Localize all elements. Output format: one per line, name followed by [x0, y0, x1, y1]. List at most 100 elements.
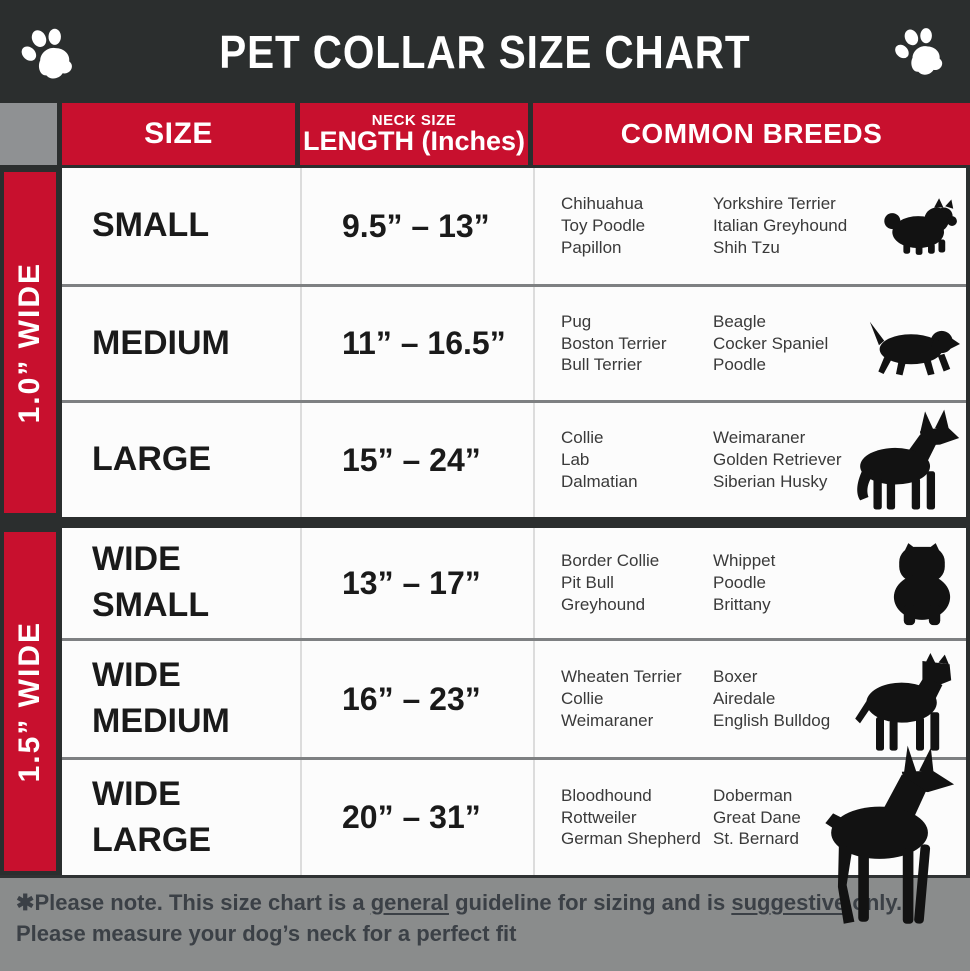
breeds-cell: Collie Lab Dalmatian Weimaraner Golden R… [533, 403, 966, 517]
width-group-rail: 1.5” WIDE [0, 528, 62, 875]
table-row-wide-medium: WIDE MEDIUM 16” – 23” Wheaten Terrier Co… [62, 638, 966, 757]
footer-line-2: Please measure your dog’s neck for a per… [16, 921, 517, 947]
beagle-dog-icon [862, 311, 960, 377]
width-group-1-5-inch: 1.5” WIDE WIDE SMALL 13” – 17” Border Co… [0, 528, 970, 924]
breed-name: Weimaraner [713, 428, 806, 448]
size-label: LARGE [92, 820, 211, 859]
column-header-size: SIZE [62, 103, 295, 165]
neck-length-value: 20” – 31” [342, 799, 481, 835]
pit-bull-dog-icon [852, 643, 960, 763]
neck-length-value: 15” – 24” [342, 441, 481, 478]
neck-length-cell: 9.5” – 13” [300, 168, 533, 284]
breed-name: German Shepherd [561, 829, 701, 849]
breed-name: Dalmatian [561, 471, 638, 491]
neck-length-cell: 13” – 17” [300, 528, 533, 638]
neck-length-value: 16” – 23” [342, 680, 481, 717]
size-label: WIDE [92, 540, 181, 579]
corner-stub [0, 103, 57, 165]
paw-print-icon [14, 17, 76, 85]
breed-list: Boxer Airedale English Bulldog [713, 666, 830, 731]
breed-name: Bloodhound [561, 785, 652, 805]
neck-length-cell: 11” – 16.5” [300, 287, 533, 400]
paw-print-icon [888, 17, 946, 81]
breed-name: Pug [561, 311, 592, 331]
bulldog-dog-icon [884, 536, 960, 630]
breed-name: Boxer [713, 667, 758, 687]
size-cell: WIDE SMALL [62, 528, 300, 638]
breed-name: Whippet [713, 551, 776, 571]
breed-name: Golden Retriever [713, 450, 842, 470]
size-label: LARGE [92, 440, 211, 479]
table-row-small: SMALL 9.5” – 13” Chihuahua Toy Poodle Pa… [62, 168, 966, 284]
title-bar: PET COLLAR SIZE CHART [0, 0, 970, 103]
width-group-bar: 1.5” WIDE [4, 532, 56, 871]
breed-list: Whippet Poodle Brittany [713, 550, 775, 615]
width-group-1-inch: 1.0” WIDE SMALL 9.5” – 13” Chihuahua Toy… [0, 168, 970, 517]
breed-name: Cocker Spaniel [713, 333, 829, 353]
table-row-wide-small: WIDE SMALL 13” – 17” Border Collie Pit B… [62, 528, 966, 638]
neck-length-value: 11” – 16.5” [342, 325, 506, 361]
breed-name: Airedale [713, 689, 776, 709]
breed-name: Siberian Husky [713, 471, 828, 491]
size-label: MEDIUM [92, 702, 230, 740]
breed-list: Yorkshire Terrier Italian Greyhound Shih… [713, 193, 847, 258]
breeds-cell: Bloodhound Rottweiler German Shepherd Do… [533, 745, 966, 924]
breed-name: Boston Terrier [561, 333, 667, 353]
size-cell: WIDE MEDIUM [62, 641, 300, 757]
width-group-bar: 1.0” WIDE [4, 172, 56, 513]
breeds-cell: Pug Boston Terrier Bull Terrier Beagle C… [533, 287, 966, 400]
breed-name: Wheaten Terrier [561, 667, 682, 687]
group-divider [0, 517, 970, 528]
width-group-label: 1.5” WIDE [13, 620, 46, 783]
size-label: SMALL [92, 586, 210, 624]
breed-name: St. Bernard [713, 829, 799, 849]
neck-size-label: NECK SIZE [371, 111, 457, 129]
breed-name: Papillon [561, 237, 622, 257]
breed-list: Bloodhound Rottweiler German Shepherd [561, 785, 713, 850]
small-fluffy-dog-icon [880, 194, 960, 258]
breed-name: Brittany [713, 594, 771, 614]
table-row-wide-large: WIDE LARGE 20” – 31” Bloodhound Rottweil… [62, 745, 966, 924]
size-label: SMALL [92, 206, 210, 245]
footer-text: guideline for sizing and is [448, 890, 732, 915]
table-row-medium: MEDIUM 11” – 16.5” Pug Boston Terrier Bu… [62, 284, 966, 400]
breed-name: Border Collie [561, 551, 660, 571]
breed-name: Poodle [713, 355, 766, 375]
size-cell: SMALL [62, 168, 300, 284]
page-title: PET COLLAR SIZE CHART [219, 25, 751, 78]
breed-name: Chihuahua [561, 194, 644, 214]
breed-name: Collie [561, 689, 604, 709]
breed-name: Pit Bull [561, 573, 614, 593]
breed-list: Beagle Cocker Spaniel Poodle [713, 311, 828, 376]
breeds-cell: Border Collie Pit Bull Greyhound Whippet… [533, 528, 966, 638]
breeds-cell: Wheaten Terrier Collie Weimaraner Boxer … [533, 641, 966, 757]
breed-name: Toy Poodle [561, 216, 646, 236]
breed-name: Doberman [713, 785, 793, 805]
breed-list: Weimaraner Golden Retriever Siberian Hus… [713, 427, 842, 492]
size-label: WIDE [92, 774, 181, 813]
breeds-cell: Chihuahua Toy Poodle Papillon Yorkshire … [533, 168, 966, 284]
breed-list: Collie Lab Dalmatian [561, 427, 713, 492]
breed-list: Wheaten Terrier Collie Weimaraner [561, 666, 713, 731]
doberman-dog-icon [806, 743, 956, 937]
breed-name: Greyhound [561, 594, 646, 614]
breed-name: Lab [561, 450, 590, 470]
breed-list: Chihuahua Toy Poodle Papillon [561, 193, 713, 258]
width-group-rail: 1.0” WIDE [0, 168, 62, 517]
footer-underlined-word: general [370, 890, 449, 915]
breed-name: Great Dane [713, 807, 801, 827]
footer-note: ✱Please note. This size chart is a gener… [0, 878, 970, 971]
breed-name: Shih Tzu [713, 237, 780, 257]
footer-underlined-word: suggestive [731, 890, 847, 915]
size-label: MEDIUM [92, 323, 230, 362]
breed-name: Beagle [713, 311, 766, 331]
breed-name: Poodle [713, 573, 766, 593]
breed-list: Border Collie Pit Bull Greyhound [561, 550, 713, 615]
breed-name: Bull Terrier [561, 355, 642, 375]
footer-line-1: ✱Please note. This size chart is a gener… [16, 887, 954, 918]
asterisk-marker: ✱ [16, 890, 35, 915]
neck-length-cell: 16” – 23” [300, 641, 533, 757]
breed-name: Italian Greyhound [713, 216, 848, 236]
neck-length-cell: 20” – 31” [300, 760, 533, 875]
